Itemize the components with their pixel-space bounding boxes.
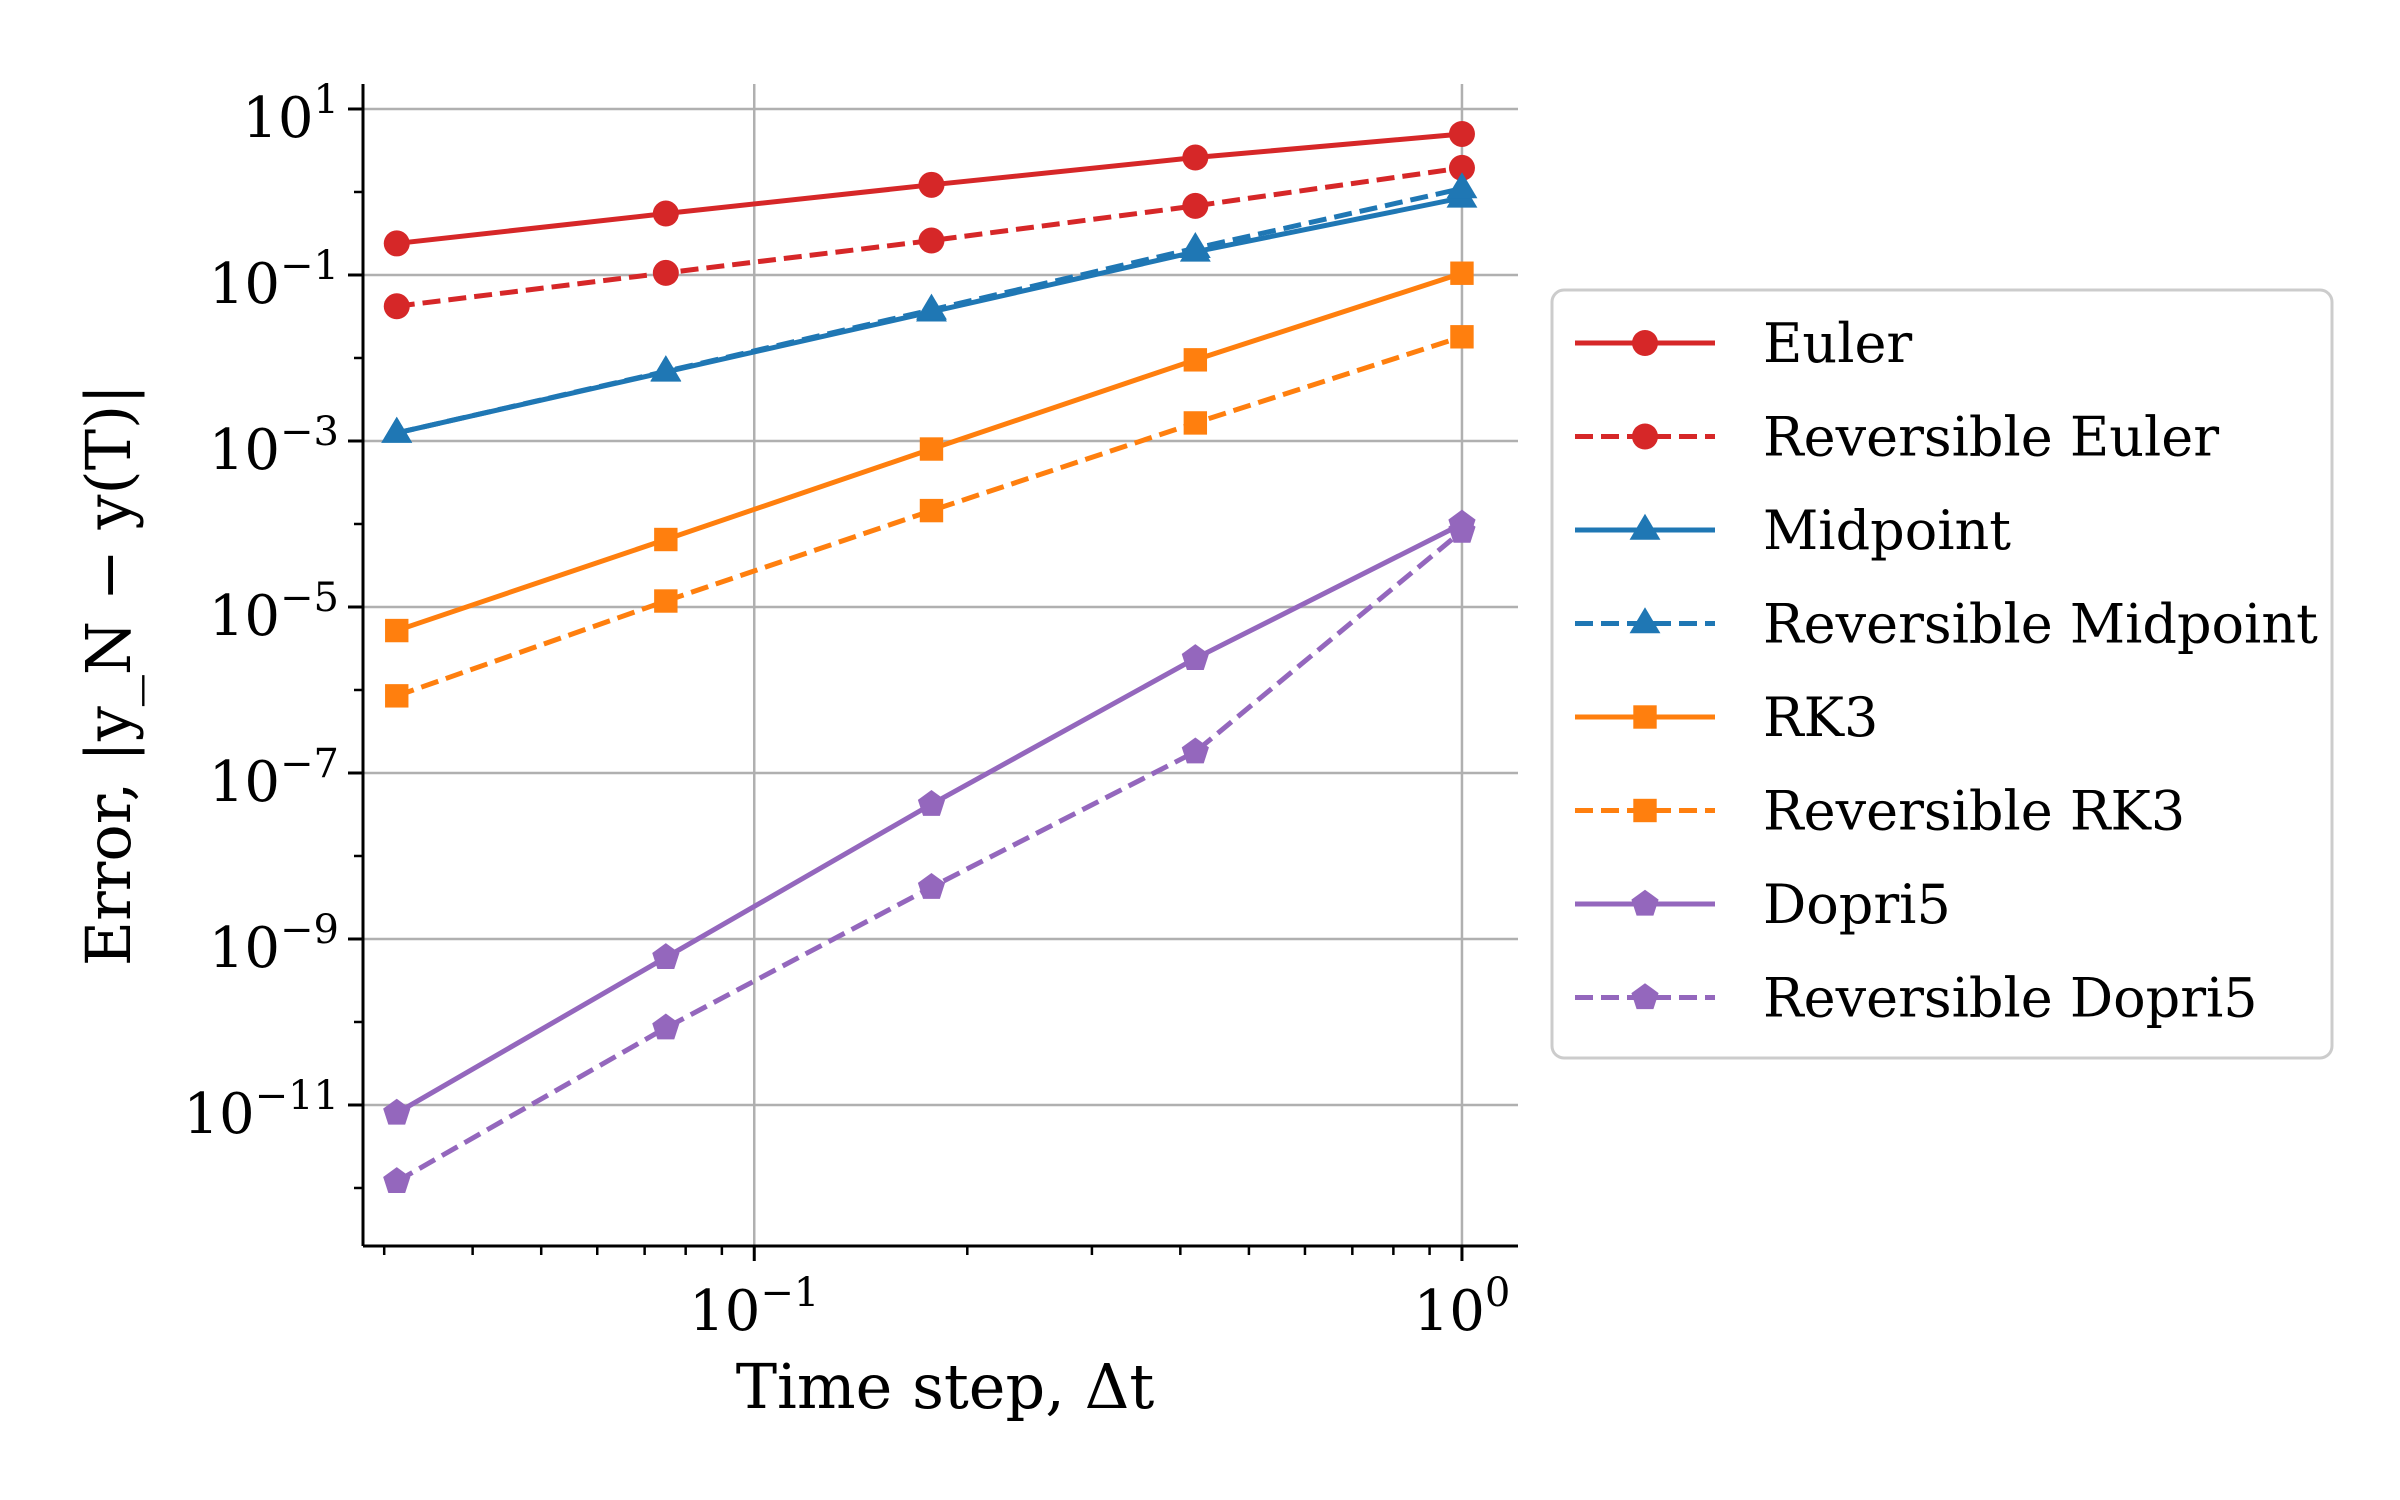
data-point — [1450, 261, 1474, 285]
legend-entries: Euler Reversible Euler Midpoint Reversible … — [1575, 312, 2318, 1030]
data-point — [918, 227, 945, 254]
legend-label: Midpoint — [1763, 499, 2011, 562]
tick-label: 10−7 — [209, 741, 339, 815]
data-point — [919, 437, 944, 461]
tick-label: 10−3 — [209, 409, 339, 483]
legend-marker — [1633, 705, 1657, 729]
data-point — [918, 171, 945, 198]
data-point — [383, 1167, 411, 1193]
tick-labels: 101 10−1 10−3 10−5 10−7 10−9 10−11 10−1 100 — [183, 77, 1510, 1344]
data-point — [652, 259, 679, 286]
data-point — [385, 684, 409, 708]
legend-marker — [1631, 983, 1659, 1010]
data-point — [652, 1013, 680, 1040]
data-point — [917, 789, 946, 816]
legend-entry: Reversible Euler — [1575, 406, 2219, 469]
data-point — [381, 416, 413, 443]
legend-marker — [1633, 798, 1657, 823]
data-point — [1448, 154, 1475, 181]
grid — [363, 84, 1518, 1246]
data-point — [654, 527, 678, 552]
data-point — [1448, 120, 1475, 147]
y-axis-label: Error, |y_N − y(T)| — [72, 384, 145, 966]
tick-label: 100 — [1414, 1270, 1511, 1344]
tick-label: 10−9 — [209, 907, 339, 981]
series-rk3 — [385, 261, 1474, 643]
legend-marker — [1632, 423, 1658, 450]
data-point — [916, 293, 947, 320]
data-point — [1181, 737, 1209, 764]
tick-label: 10−1 — [209, 243, 339, 317]
data-point — [385, 618, 409, 643]
tick-label: 10−1 — [689, 1270, 819, 1344]
series-line — [395, 521, 1464, 1116]
series-line — [395, 529, 1464, 1184]
axes — [348, 84, 1518, 1261]
data-point — [1183, 348, 1208, 372]
series-reversible-rk3 — [385, 325, 1474, 708]
data-point — [650, 355, 682, 382]
series-layer — [381, 120, 1478, 1193]
series-euler — [383, 120, 1475, 257]
series-reversible-euler — [383, 154, 1475, 320]
data-point — [1446, 172, 1478, 199]
data-point — [1181, 644, 1209, 670]
legend-entry: Midpoint — [1575, 499, 2011, 562]
data-point — [383, 293, 410, 320]
data-point — [917, 872, 946, 899]
data-point — [383, 1098, 411, 1125]
legend-label: Reversible Midpoint — [1763, 593, 2318, 656]
legend-entry: Reversible RK3 — [1575, 780, 2185, 843]
tick-label: 10−11 — [183, 1073, 339, 1147]
data-point — [1183, 411, 1208, 435]
legend-label: RK3 — [1763, 686, 1878, 749]
data-point — [652, 943, 680, 969]
series-reversible-midpoint — [381, 172, 1478, 443]
legend-label: Reversible RK3 — [1763, 780, 2185, 843]
data-point — [383, 230, 410, 257]
legend-marker — [1631, 889, 1659, 916]
data-point — [1182, 192, 1209, 219]
legend-label: Reversible Dopri5 — [1763, 967, 2258, 1030]
data-point — [1182, 144, 1209, 171]
legend-entry: Reversible Dopri5 — [1575, 967, 2258, 1030]
legend-marker — [1629, 607, 1661, 634]
legend-label: Reversible Euler — [1763, 406, 2219, 469]
legend: Euler Reversible Euler Midpoint Reversible … — [1550, 288, 2334, 1060]
series-line — [396, 165, 1463, 309]
legend-entry: Dopri5 — [1575, 873, 1951, 936]
data-point — [1179, 231, 1211, 258]
legend-marker — [1629, 513, 1661, 540]
x-axis-label: Time step, Δt — [736, 1350, 1155, 1423]
legend-entry: Euler — [1575, 312, 1912, 375]
data-point — [919, 498, 944, 523]
data-point — [1450, 325, 1474, 349]
legend-label: Dopri5 — [1763, 873, 1951, 936]
legend-label: Euler — [1763, 312, 1912, 375]
legend-entry: RK3 — [1575, 686, 1878, 749]
legend-frame — [1550, 288, 2334, 1060]
data-point — [654, 589, 678, 613]
series-line — [395, 334, 1463, 699]
series-dopri5 — [383, 509, 1476, 1125]
legend-marker — [1632, 330, 1658, 356]
series-reversible-dopri5 — [383, 516, 1476, 1193]
data-point — [652, 200, 679, 227]
data-point — [1448, 516, 1476, 543]
tick-label: 101 — [242, 77, 339, 151]
tick-label: 10−5 — [209, 575, 339, 649]
legend-entry: Reversible Midpoint — [1575, 593, 2318, 656]
